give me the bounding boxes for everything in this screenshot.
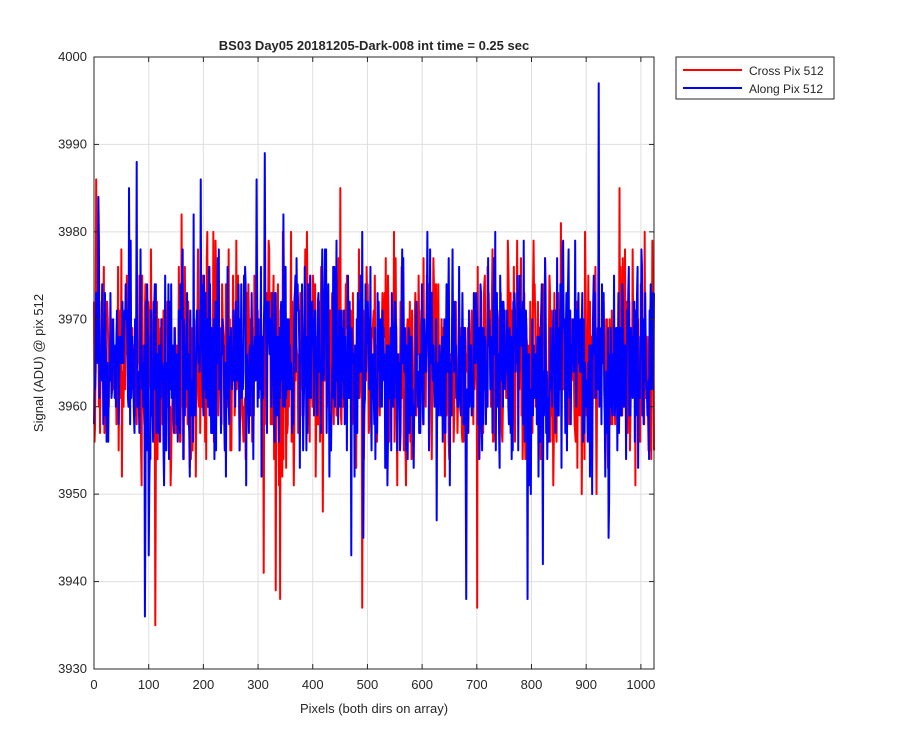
x-tick-label: 1000 <box>626 677 655 692</box>
y-tick-label: 3930 <box>58 661 87 676</box>
y-tick-label: 3980 <box>58 224 87 239</box>
y-tick-label: 3960 <box>58 399 87 414</box>
x-axis-label: Pixels (both dirs on array) <box>300 701 448 716</box>
legend-label-cross: Cross Pix 512 <box>749 64 824 78</box>
x-tick-label: 0 <box>90 677 97 692</box>
y-tick-label: 3970 <box>58 311 87 326</box>
x-tick-label: 500 <box>357 677 379 692</box>
y-tick-label: 3940 <box>58 574 87 589</box>
x-tick-label: 900 <box>575 677 597 692</box>
y-tick-label: 3990 <box>58 136 87 151</box>
legend: Cross Pix 512 Along Pix 512 <box>675 56 835 100</box>
axis-ticks: 0 100 200 300 400 500 600 700 800 900 1000 3930 3940… <box>58 49 655 692</box>
y-axis-label: Signal (ADU) @ pix 512 <box>31 294 46 432</box>
x-tick-label: 300 <box>247 677 269 692</box>
x-tick-label: 400 <box>302 677 324 692</box>
legend-label-along: Along Pix 512 <box>749 82 823 96</box>
series-layer <box>93 82 655 627</box>
plot-frame <box>93 56 655 670</box>
x-tick-label: 600 <box>411 677 433 692</box>
x-tick-label: 100 <box>138 677 160 692</box>
chart-title: BS03 Day05 20181205-Dark-008 int time = … <box>219 38 529 53</box>
y-tick-label: 3950 <box>58 486 87 501</box>
x-tick-label: 200 <box>193 677 215 692</box>
y-tick-label: 4000 <box>58 49 87 64</box>
x-tick-label: 800 <box>521 677 543 692</box>
x-tick-label: 700 <box>466 677 488 692</box>
legend-box <box>675 56 835 100</box>
series-line-along-pix-512 <box>93 82 655 618</box>
